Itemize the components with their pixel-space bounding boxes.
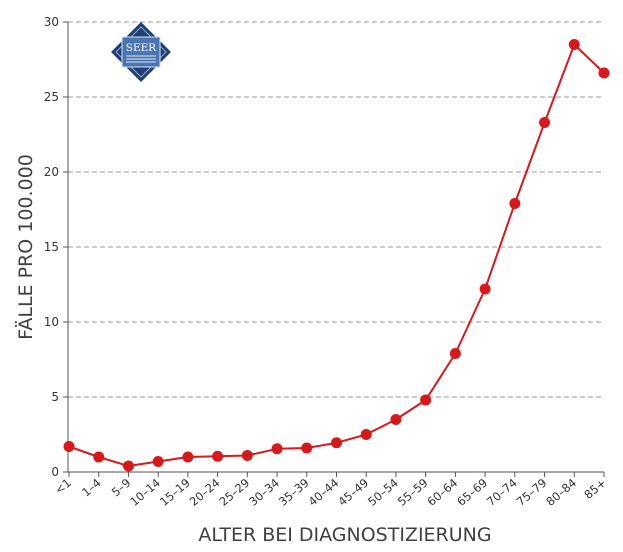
data-point	[182, 451, 194, 463]
x-tick-label: 75–79	[514, 476, 550, 509]
x-ticks: <1 1–4 5–910–1415–1920–2425–2930–3435–3940…	[52, 472, 609, 509]
x-tick-label: 25–29	[216, 476, 252, 509]
x-tick-label: 80–84	[543, 476, 579, 509]
data-point	[479, 283, 491, 295]
x-tick-label: 45–49	[335, 476, 371, 509]
data-point	[598, 67, 610, 79]
data-point	[241, 450, 253, 461]
data-point	[63, 441, 75, 452]
y-tick-label: 15	[44, 240, 59, 254]
data-point	[360, 429, 372, 440]
x-tick-label: 60–64	[424, 476, 460, 509]
data-point	[509, 198, 521, 209]
data-point	[420, 394, 432, 406]
y-ticks: 0 5 10 15 20 25 30	[44, 15, 68, 479]
y-tick-label: 25	[44, 90, 59, 104]
data-point	[301, 442, 313, 454]
data-point	[390, 414, 402, 425]
y-tick-label: 0	[51, 465, 59, 479]
x-tick-label: 30–34	[246, 476, 282, 509]
x-tick-label: 55–59	[395, 476, 431, 509]
data-point	[152, 456, 164, 467]
x-tick-label: 50–54	[365, 476, 401, 509]
x-tick-label: 15–19	[157, 476, 193, 509]
data-point	[331, 437, 342, 449]
data-point	[122, 460, 134, 472]
x-tick-label: 40–44	[306, 476, 342, 509]
y-tick-label: 10	[44, 315, 59, 329]
data-point	[271, 443, 283, 455]
seer-logo: SEER	[111, 22, 171, 82]
x-axis-title: ALTER BEI DIAGNOSTIZIERUNG	[198, 524, 491, 546]
gridlines	[68, 21, 604, 398]
data-point	[568, 39, 580, 50]
y-axis-title: FÄLLE PRO 100.000	[14, 154, 37, 340]
x-tick-label: 65–69	[454, 476, 490, 509]
seer-logo-text: SEER	[126, 42, 158, 54]
x-tick-label: 70–74	[484, 476, 520, 509]
series-line	[68, 43, 605, 467]
series	[63, 39, 610, 472]
data-point	[93, 451, 105, 463]
data-point	[212, 450, 224, 462]
x-tick-label: 1–4	[79, 476, 104, 500]
x-tick-label: 20–24	[187, 476, 223, 509]
data-point	[449, 348, 461, 359]
x-tick-label: 10–14	[127, 476, 163, 509]
x-tick-label: 85+	[581, 476, 609, 502]
y-tick-label: 30	[44, 15, 59, 29]
y-tick-label: 5	[51, 390, 59, 404]
y-tick-label: 20	[44, 165, 59, 179]
data-point	[539, 117, 551, 128]
x-tick-label: 35–39	[276, 476, 312, 509]
